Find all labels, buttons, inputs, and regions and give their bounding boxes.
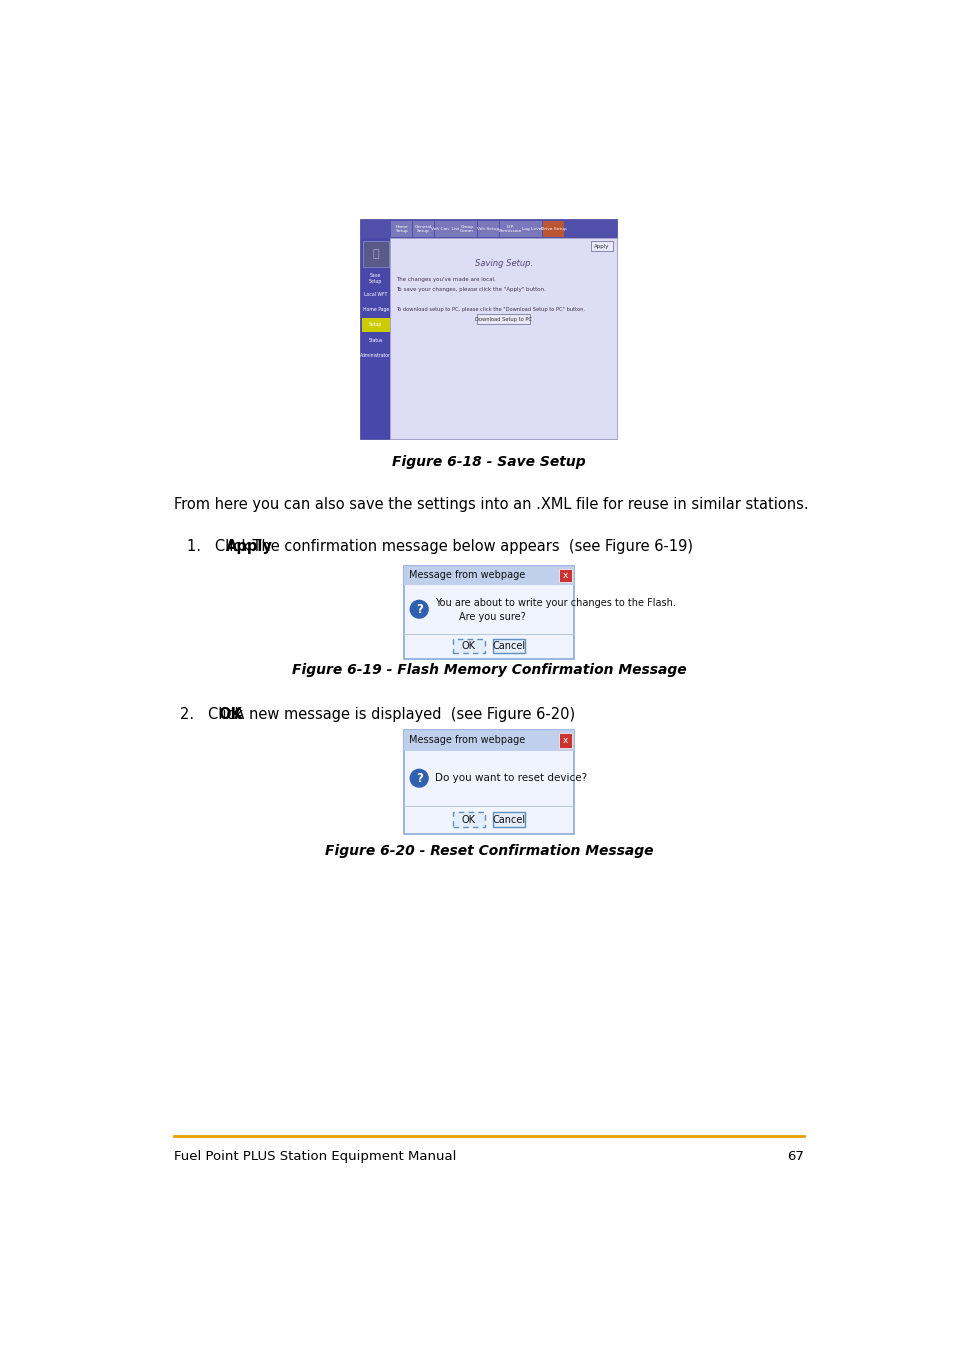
Text: Download Setup to PC: Download Setup to PC <box>475 317 532 321</box>
FancyBboxPatch shape <box>403 730 574 751</box>
Text: D.P.
Permission: D.P. Permission <box>498 224 521 234</box>
Text: 1.   Click: 1. Click <box>187 539 254 555</box>
Text: To download setup to PC, please click the "Download Setup to PC" button.: To download setup to PC, please click th… <box>395 306 584 312</box>
Text: Veh Con. List: Veh Con. List <box>431 227 458 231</box>
FancyBboxPatch shape <box>558 733 571 748</box>
FancyBboxPatch shape <box>403 566 574 585</box>
FancyBboxPatch shape <box>362 242 389 267</box>
Text: Save
Setup: Save Setup <box>369 273 382 284</box>
Text: Setup: Setup <box>369 323 382 327</box>
Text: The changes you've made are local.: The changes you've made are local. <box>395 277 496 282</box>
FancyBboxPatch shape <box>452 813 484 828</box>
Text: Home Page: Home Page <box>362 306 389 312</box>
Text: You are about to write your changes to the Flash.: You are about to write your changes to t… <box>435 598 675 608</box>
Text: Cancel: Cancel <box>492 815 525 825</box>
Text: Home
Setup: Home Setup <box>395 224 408 234</box>
Text: Saving Setup.: Saving Setup. <box>474 259 532 269</box>
Text: OK: OK <box>461 815 476 825</box>
Text: Status: Status <box>368 338 382 343</box>
FancyBboxPatch shape <box>452 639 484 653</box>
Text: Group
Comm: Group Comm <box>459 224 474 234</box>
Text: . A new message is displayed  (see Figure 6-20): . A new message is displayed (see Figure… <box>225 707 575 722</box>
Circle shape <box>410 769 428 787</box>
Text: ?: ? <box>416 602 422 616</box>
Text: Cancel: Cancel <box>492 641 525 651</box>
Text: Local WFT: Local WFT <box>364 292 387 297</box>
FancyBboxPatch shape <box>403 730 574 834</box>
Text: OK: OK <box>217 707 241 722</box>
Text: x: x <box>562 571 568 580</box>
FancyBboxPatch shape <box>493 639 525 653</box>
Text: Apply: Apply <box>594 244 609 248</box>
Text: Administrator: Administrator <box>360 354 391 358</box>
Text: . The confirmation message below appears  (see Figure 6-19): . The confirmation message below appears… <box>243 539 692 555</box>
FancyBboxPatch shape <box>403 566 574 659</box>
FancyBboxPatch shape <box>360 220 617 238</box>
FancyBboxPatch shape <box>360 220 617 439</box>
Text: Figure 6-18 - Save Setup: Figure 6-18 - Save Setup <box>392 455 585 470</box>
Circle shape <box>410 601 428 618</box>
Text: 67: 67 <box>786 1150 803 1162</box>
Text: Message from webpage: Message from webpage <box>409 736 525 745</box>
Text: Log Level: Log Level <box>521 227 541 231</box>
FancyBboxPatch shape <box>413 221 434 238</box>
FancyBboxPatch shape <box>390 238 617 439</box>
FancyBboxPatch shape <box>360 238 390 439</box>
FancyBboxPatch shape <box>493 813 525 828</box>
FancyBboxPatch shape <box>361 317 390 332</box>
FancyBboxPatch shape <box>435 221 456 238</box>
Text: Veh Setup: Veh Setup <box>476 227 499 231</box>
Text: 2.   Click: 2. Click <box>179 707 247 722</box>
FancyBboxPatch shape <box>521 221 542 238</box>
Text: 🔧: 🔧 <box>372 250 378 259</box>
FancyBboxPatch shape <box>361 286 390 301</box>
Text: Message from webpage: Message from webpage <box>409 571 525 580</box>
FancyBboxPatch shape <box>591 242 612 251</box>
Text: Are you sure?: Are you sure? <box>459 612 526 622</box>
Text: From here you can also save the settings into an .XML file for reuse in similar : From here you can also save the settings… <box>173 497 807 512</box>
FancyBboxPatch shape <box>499 221 520 238</box>
FancyBboxPatch shape <box>456 221 476 238</box>
Text: Fuel Point PLUS Station Equipment Manual: Fuel Point PLUS Station Equipment Manual <box>173 1150 456 1162</box>
FancyBboxPatch shape <box>361 348 390 363</box>
Text: To save your changes, please click the "Apply" button.: To save your changes, please click the "… <box>395 288 545 293</box>
Text: ?: ? <box>416 772 422 784</box>
Text: General
Setup: General Setup <box>415 224 432 234</box>
Text: Do you want to reset device?: Do you want to reset device? <box>435 774 586 783</box>
Text: Drive Setup: Drive Setup <box>540 227 566 231</box>
FancyBboxPatch shape <box>361 271 390 286</box>
Text: Figure 6-19 - Flash Memory Confirmation Message: Figure 6-19 - Flash Memory Confirmation … <box>292 663 685 678</box>
FancyBboxPatch shape <box>391 221 412 238</box>
Text: Figure 6-20 - Reset Confirmation Message: Figure 6-20 - Reset Confirmation Message <box>324 844 653 859</box>
FancyBboxPatch shape <box>361 333 390 347</box>
FancyBboxPatch shape <box>542 221 563 238</box>
FancyBboxPatch shape <box>558 568 571 582</box>
FancyBboxPatch shape <box>477 221 498 238</box>
FancyBboxPatch shape <box>361 302 390 317</box>
Text: x: x <box>562 736 568 745</box>
FancyBboxPatch shape <box>476 315 530 324</box>
Text: OK: OK <box>461 641 476 651</box>
Text: Apply: Apply <box>225 539 273 555</box>
